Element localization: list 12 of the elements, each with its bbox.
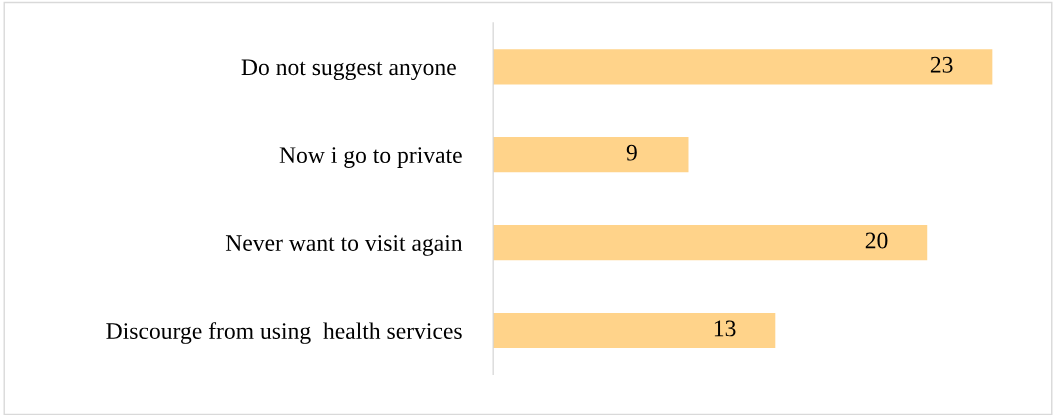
data-label: 23 (930, 56, 953, 73)
y-tick-label: Do not suggest anyone (241, 59, 456, 81)
data-label: 9 (626, 144, 637, 161)
bar (493, 225, 928, 261)
data-label: 13 (714, 320, 736, 337)
bar (493, 137, 689, 173)
bar (493, 312, 776, 349)
bar (493, 49, 993, 85)
data-label: 20 (865, 232, 888, 249)
y-tick-label: Now i go to private (279, 147, 462, 168)
y-tick-label: Never want to visit again (225, 235, 463, 256)
y-tick-label: Discourge from using health services (106, 322, 462, 344)
